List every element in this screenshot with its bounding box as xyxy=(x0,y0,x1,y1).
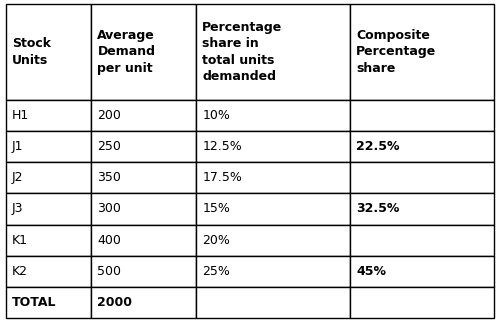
Text: 500: 500 xyxy=(98,265,122,278)
Text: 400: 400 xyxy=(98,234,122,247)
Bar xyxy=(350,287,494,318)
Bar xyxy=(92,193,196,224)
Bar xyxy=(196,131,350,162)
Bar xyxy=(196,4,350,100)
Bar xyxy=(350,193,494,224)
Text: 12.5%: 12.5% xyxy=(202,140,242,153)
Text: TOTAL: TOTAL xyxy=(12,296,56,309)
Text: Percentage
share in
total units
demanded: Percentage share in total units demanded xyxy=(202,21,282,83)
Bar xyxy=(350,4,494,100)
Bar xyxy=(92,4,196,100)
Text: 250: 250 xyxy=(98,140,122,153)
Bar xyxy=(196,224,350,256)
Bar xyxy=(350,256,494,287)
Bar xyxy=(6,100,91,131)
Text: Average
Demand
per unit: Average Demand per unit xyxy=(98,29,156,75)
Bar xyxy=(196,287,350,318)
Bar xyxy=(6,4,91,100)
Text: 45%: 45% xyxy=(356,265,386,278)
Text: 32.5%: 32.5% xyxy=(356,203,400,215)
Bar xyxy=(6,131,91,162)
Bar xyxy=(350,100,494,131)
Bar xyxy=(92,131,196,162)
Bar xyxy=(196,100,350,131)
Text: 2000: 2000 xyxy=(98,296,132,309)
Bar xyxy=(6,162,91,193)
Text: 20%: 20% xyxy=(202,234,230,247)
Bar xyxy=(92,224,196,256)
Bar xyxy=(350,131,494,162)
Text: 10%: 10% xyxy=(202,109,230,122)
Bar xyxy=(196,256,350,287)
Bar xyxy=(92,256,196,287)
Bar xyxy=(196,193,350,224)
Text: 17.5%: 17.5% xyxy=(202,171,242,184)
Text: K1: K1 xyxy=(12,234,28,247)
Text: 200: 200 xyxy=(98,109,122,122)
Bar xyxy=(350,162,494,193)
Text: J3: J3 xyxy=(12,203,24,215)
Bar xyxy=(6,256,91,287)
Text: K2: K2 xyxy=(12,265,28,278)
Bar xyxy=(6,193,91,224)
Text: 350: 350 xyxy=(98,171,122,184)
Text: 25%: 25% xyxy=(202,265,230,278)
Bar xyxy=(350,224,494,256)
Text: 22.5%: 22.5% xyxy=(356,140,400,153)
Bar xyxy=(6,287,91,318)
Text: 300: 300 xyxy=(98,203,122,215)
Text: J1: J1 xyxy=(12,140,24,153)
Bar xyxy=(196,162,350,193)
Bar xyxy=(92,162,196,193)
Bar xyxy=(6,224,91,256)
Text: Stock
Units: Stock Units xyxy=(12,37,51,67)
Text: 15%: 15% xyxy=(202,203,230,215)
Text: J2: J2 xyxy=(12,171,24,184)
Text: H1: H1 xyxy=(12,109,29,122)
Bar xyxy=(92,287,196,318)
Bar xyxy=(92,100,196,131)
Text: Composite
Percentage
share: Composite Percentage share xyxy=(356,29,436,75)
